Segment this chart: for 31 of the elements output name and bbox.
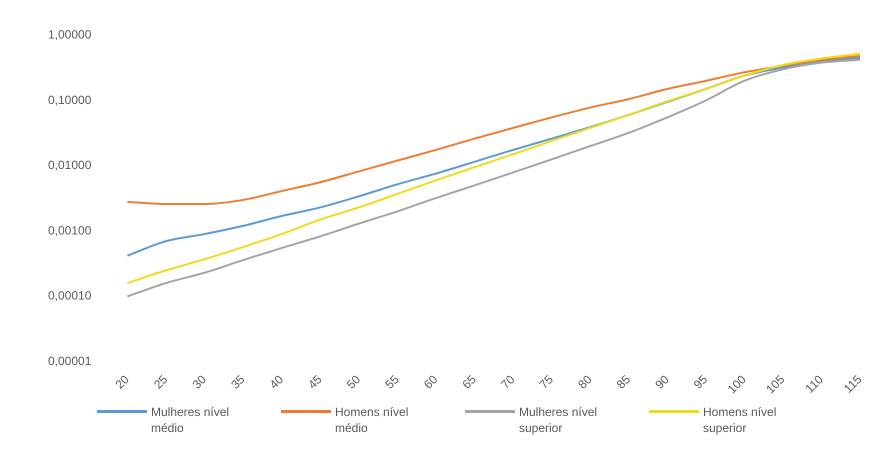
x-tick-label: 90: [652, 372, 672, 392]
x-tick-label: 105: [763, 372, 788, 396]
legend-label: Homens nível superior: [703, 404, 778, 436]
x-tick-label: 25: [151, 372, 171, 392]
y-tick-label: 0,00001: [48, 354, 92, 368]
y-tick-label: 0,01000: [48, 158, 92, 172]
x-tick-label: 55: [382, 372, 402, 392]
x-tick-label: 115: [841, 372, 865, 396]
legend-label: Homens nível médio: [335, 404, 410, 436]
x-tick-label: 35: [228, 372, 248, 392]
x-tick-label: 80: [575, 372, 595, 392]
x-tick-label: 65: [460, 372, 480, 392]
x-tick-label: 30: [190, 372, 210, 392]
y-tick-label: 0,00100: [48, 223, 92, 238]
x-tick-label: 95: [690, 372, 710, 392]
x-tick-label: 70: [498, 372, 518, 392]
x-tick-label: 45: [305, 372, 325, 392]
x-tick-label: 110: [802, 372, 826, 396]
x-tick-label: 50: [344, 372, 364, 392]
y-tick-label: 0,10000: [48, 92, 92, 107]
x-tick-label: 75: [536, 372, 556, 392]
y-tick-label: 0,00010: [48, 288, 92, 303]
x-tick-label: 60: [420, 372, 441, 392]
x-tick-label: 40: [266, 372, 286, 392]
x-tick-label: 100: [724, 372, 750, 396]
line-series: [126, 55, 861, 205]
x-tick-label: 85: [614, 372, 634, 392]
legend-label: Mulheres nível médio: [151, 404, 230, 436]
x-tick-label: 20: [112, 372, 132, 392]
legend-label: Mulheres nível superior: [519, 404, 598, 436]
y-tick-label: 1,00000: [48, 28, 92, 42]
